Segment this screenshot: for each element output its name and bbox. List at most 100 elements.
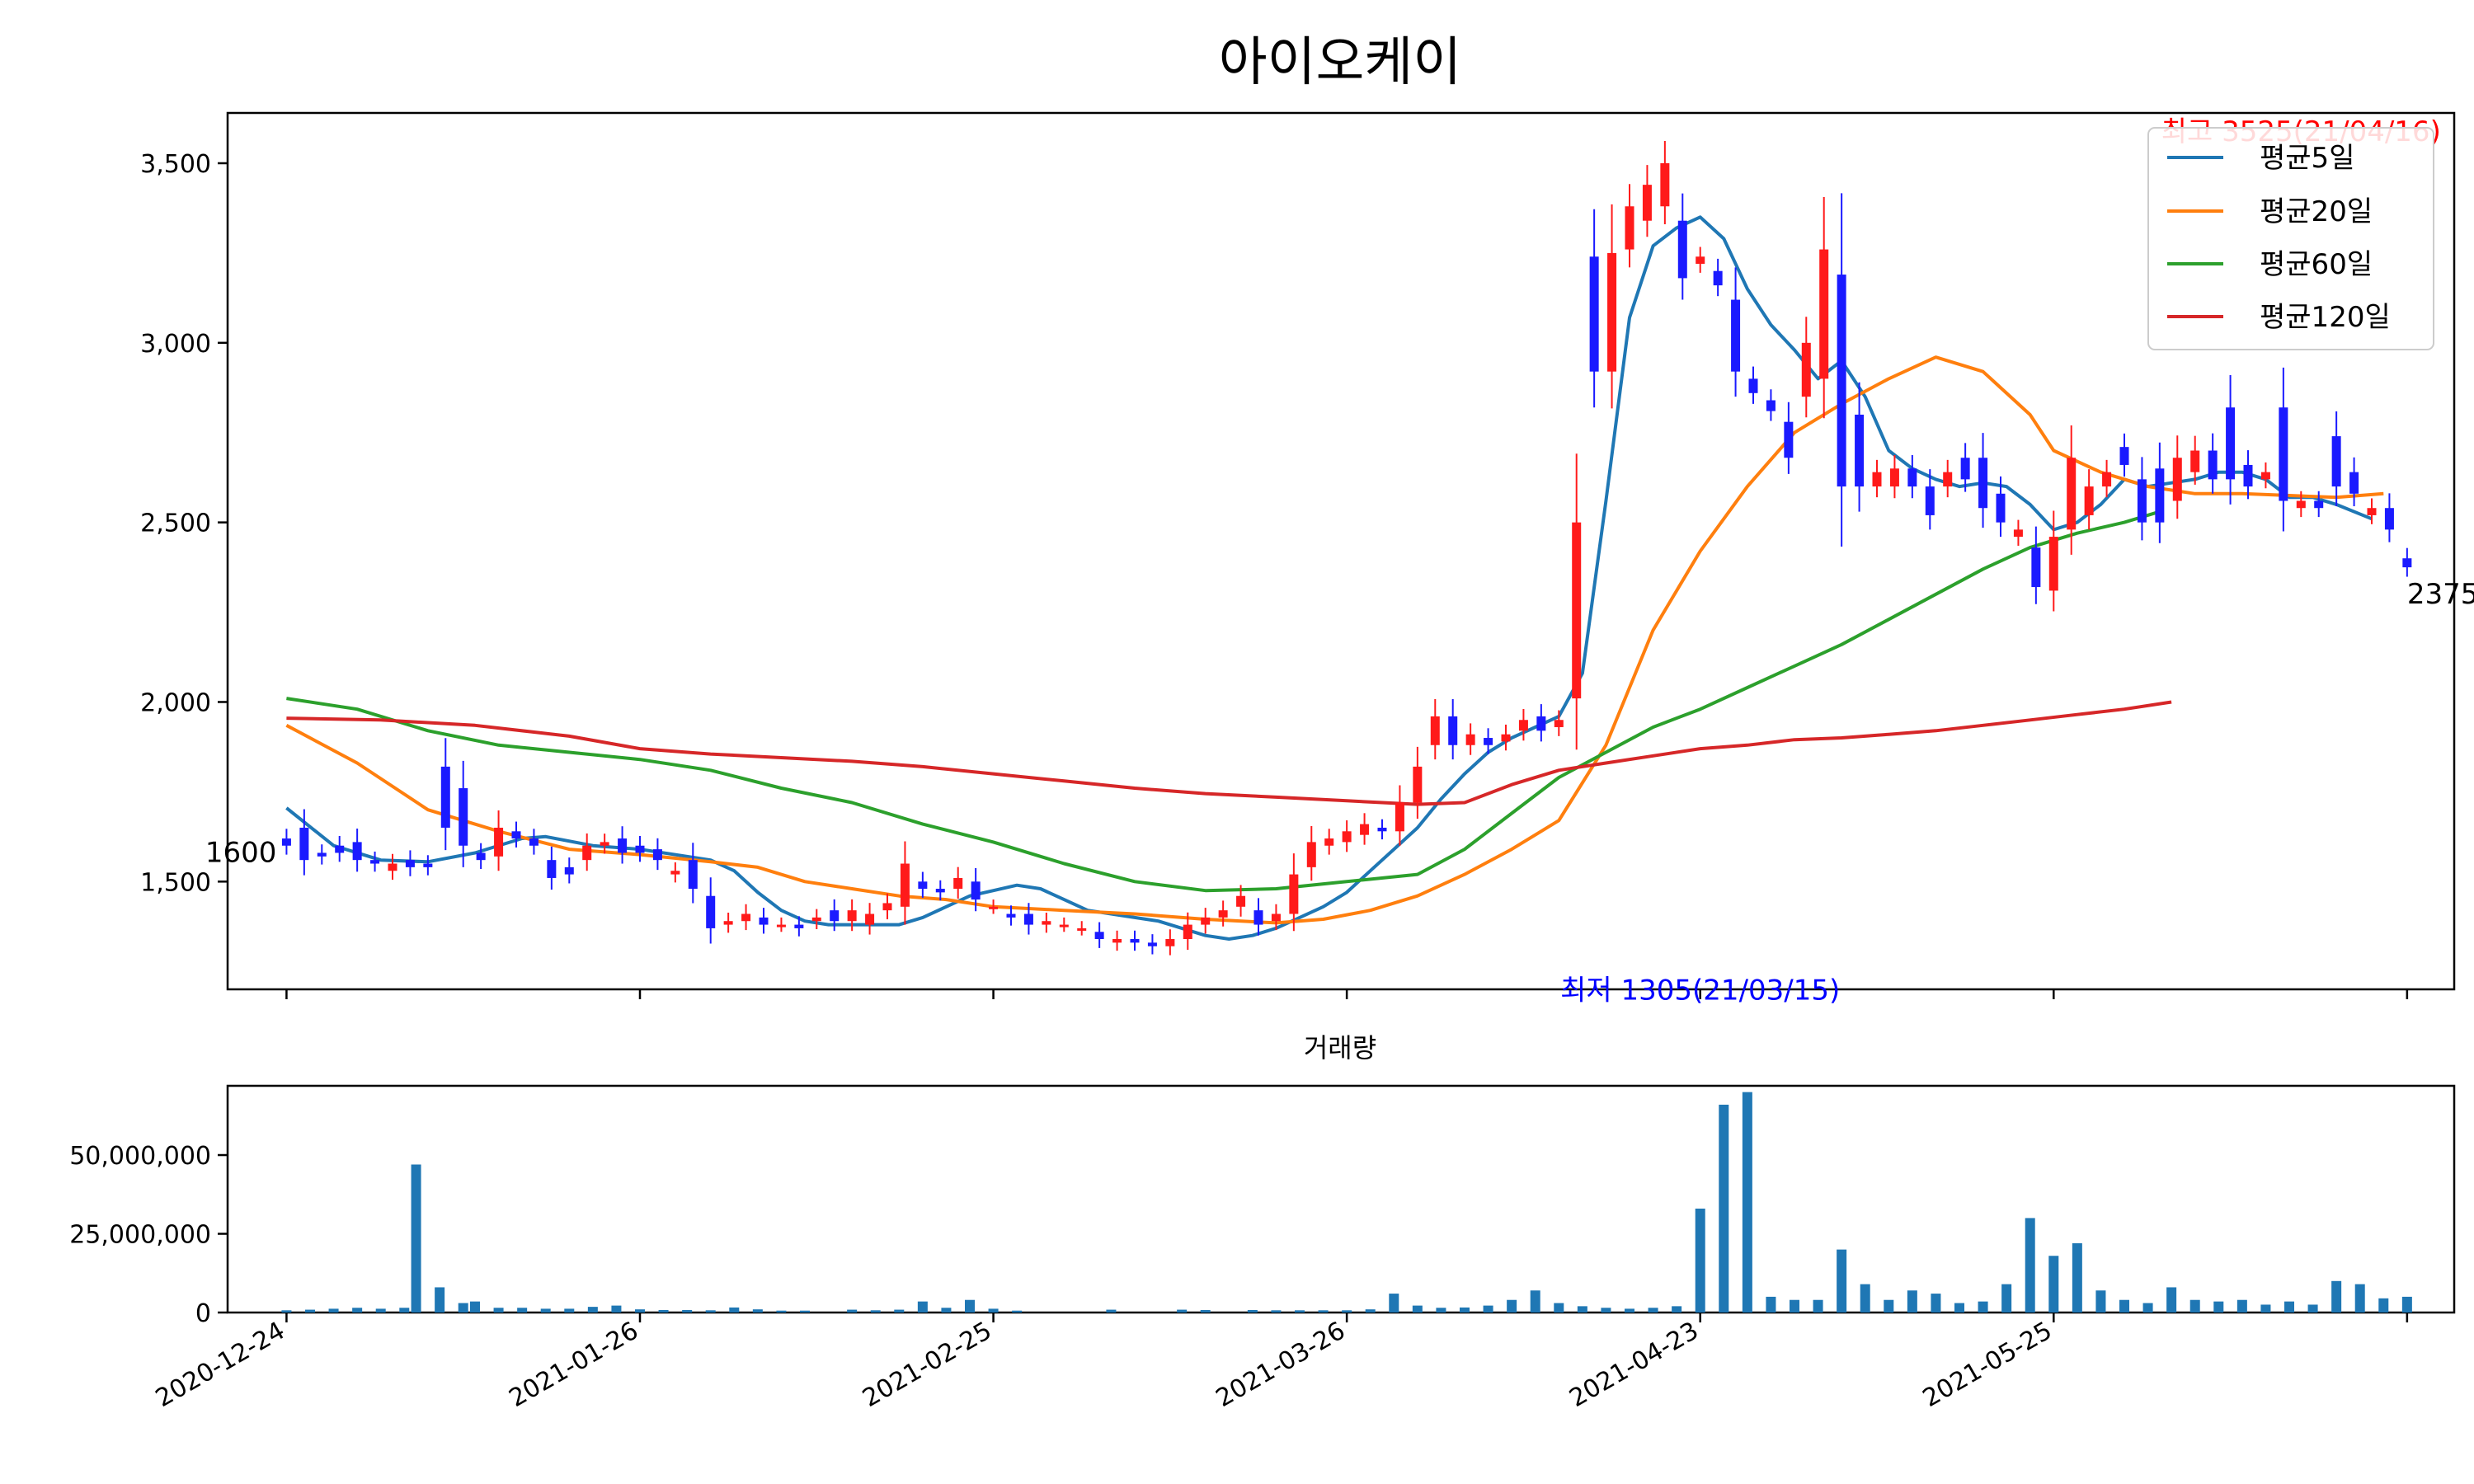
candle-body: [971, 881, 981, 900]
candle-body: [1518, 720, 1528, 731]
candle-body: [2296, 500, 2306, 509]
volume-bar: [2189, 1299, 2200, 1313]
volume-bar: [2331, 1280, 2342, 1313]
volume-title: 거래량: [1304, 1032, 1376, 1064]
candle-body: [529, 838, 539, 846]
candle-body: [1236, 895, 1246, 907]
candle-body: [2084, 486, 2094, 515]
candle-body: [388, 863, 397, 871]
volume-bar: [2284, 1301, 2294, 1313]
y-tick-label: 3,000: [140, 330, 211, 359]
candle-body: [1395, 802, 1404, 832]
volume-bar: [752, 1309, 763, 1313]
candle-body: [811, 917, 821, 922]
candle-body: [1872, 472, 1882, 487]
candle-body: [1360, 824, 1370, 835]
volume-bar: [1412, 1305, 1423, 1313]
volume-bar: [2025, 1218, 2035, 1313]
volume-bar: [2048, 1256, 2059, 1313]
candle-body: [2314, 500, 2324, 509]
volume-bar: [1648, 1308, 1658, 1313]
candle-body: [1784, 421, 1794, 458]
candle-body: [335, 845, 345, 853]
candle-body: [1713, 270, 1723, 286]
legend-label-ma5: 평균5일: [2260, 142, 2354, 175]
volume-bar: [1365, 1309, 1376, 1313]
candle-body: [2102, 472, 2112, 487]
candle-body: [1271, 913, 1281, 922]
annotation-last-price: 2375: [2407, 578, 2474, 611]
candle-body: [1289, 874, 1299, 914]
candle-body: [1572, 522, 1582, 699]
volume-bar: [435, 1287, 445, 1313]
candle-body: [1943, 472, 1953, 487]
candle-body: [1748, 378, 1758, 393]
candle-body: [900, 863, 910, 907]
candle-body: [723, 921, 733, 925]
candle-body: [2048, 537, 2058, 591]
volume-bar: [2354, 1284, 2365, 1313]
volume-bar: [635, 1309, 645, 1313]
candle-body: [1889, 468, 1899, 487]
volume-bar: [2378, 1298, 2389, 1313]
candle-body: [1625, 206, 1634, 250]
candle-body: [2172, 458, 2182, 501]
volume-bar: [1766, 1296, 1776, 1313]
volume-bar: [1790, 1299, 1799, 1313]
volume-bar: [965, 1299, 975, 1313]
volume-bar: [1318, 1310, 1329, 1313]
candle-body: [918, 881, 928, 890]
volume-bar: [517, 1308, 528, 1313]
candle-body: [706, 895, 716, 928]
volume-plot-frame: [226, 1084, 2456, 1314]
candle-body: [865, 913, 875, 925]
candle-body: [794, 924, 804, 928]
candle-body: [317, 852, 327, 857]
candle-body: [882, 903, 892, 911]
candle-body: [670, 871, 680, 875]
candle-body: [1907, 468, 1917, 487]
volume-y-tick-label: 0: [195, 1299, 211, 1328]
candle-body: [600, 842, 609, 846]
legend-label-ma120: 평균120일: [2260, 301, 2391, 334]
series-line-3: [286, 700, 2172, 806]
candle-body: [281, 838, 291, 846]
candle-body: [1731, 299, 1741, 372]
candle-body: [1377, 827, 1387, 832]
candle-body: [2402, 558, 2412, 568]
volume-bar: [1177, 1309, 1188, 1313]
annotation-low: 최저 1305(21/03/15): [1560, 974, 1840, 1007]
price-y-axis: 1,500 2,000 2,500 3,000 3,500: [140, 150, 228, 897]
volume-bar: [2236, 1299, 2247, 1313]
volume-bar: [1271, 1310, 1282, 1313]
candle-body: [1183, 924, 1192, 940]
volume-bar: [1507, 1299, 1517, 1313]
legend-label-ma20: 평균20일: [2260, 195, 2373, 228]
volume-bar: [729, 1307, 740, 1313]
volume-bar: [352, 1308, 363, 1313]
candle-body: [511, 831, 521, 839]
volume-bar: [1530, 1290, 1540, 1313]
volume-bar: [1577, 1306, 1587, 1313]
volume-bar: [2166, 1287, 2177, 1313]
candle-body: [440, 766, 450, 828]
candle-body: [564, 866, 574, 875]
y-tick-label: 2,500: [140, 510, 211, 538]
volume-bar: [1295, 1310, 1305, 1313]
y-tick-label: 1,500: [140, 868, 211, 897]
candle-body: [2155, 468, 2165, 523]
volume-bar: [1695, 1208, 1705, 1313]
volume-bar: [1389, 1294, 1399, 1313]
candle-body: [1501, 734, 1511, 742]
volume-bar: [1601, 1308, 1611, 1313]
volume-bar: [776, 1310, 787, 1313]
volume-bar: [1884, 1299, 1894, 1313]
volume-bar: [458, 1303, 468, 1313]
candle-body: [1696, 256, 1705, 264]
candle-body: [1042, 921, 1051, 925]
candle-body: [1589, 256, 1599, 372]
candle-body: [1554, 720, 1564, 727]
volume-bar: [1978, 1301, 1988, 1313]
candle-body: [2279, 407, 2288, 501]
